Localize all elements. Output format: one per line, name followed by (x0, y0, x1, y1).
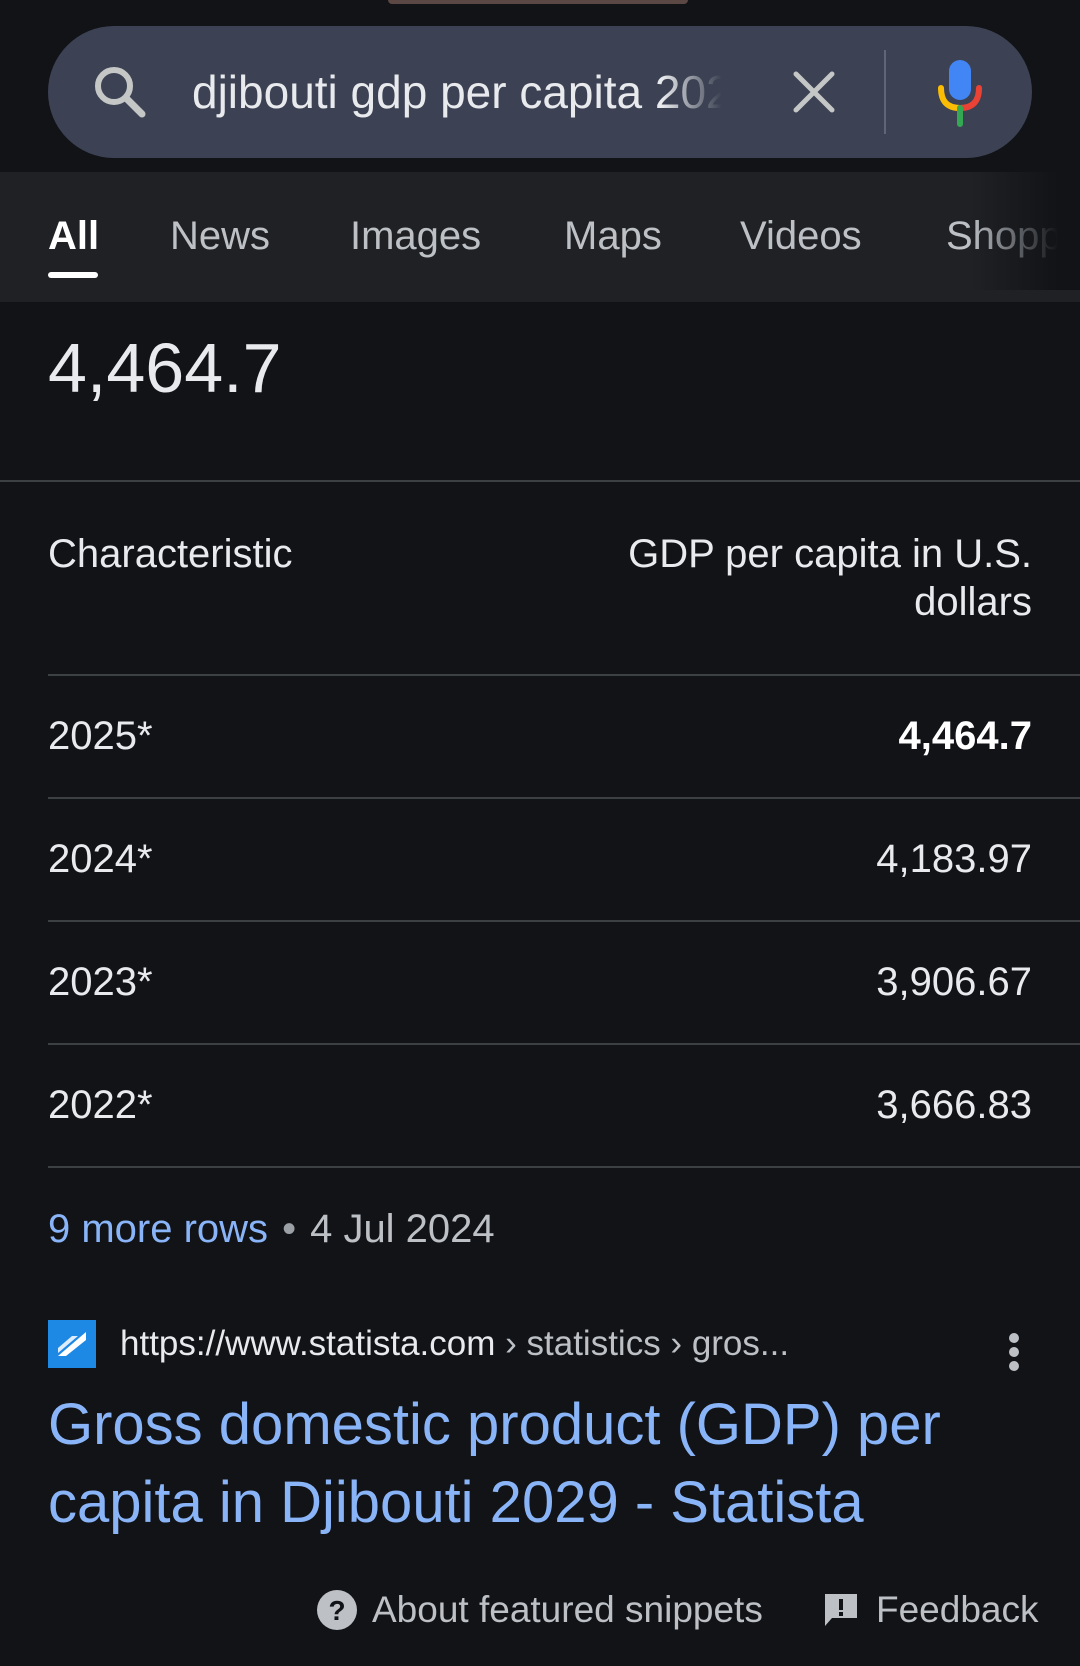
table-header-characteristic: Characteristic (48, 532, 293, 576)
result-url[interactable]: https://www.statista.com › statistics › … (120, 1320, 789, 1368)
table-row-value: 4,183.97 (876, 837, 1032, 881)
snippet-headline-value: 4,464.7 (48, 329, 282, 407)
feedback-icon (825, 1594, 857, 1626)
more-rows-link[interactable]: 9 more rows (48, 1207, 269, 1251)
table-row-value: 3,666.83 (876, 1083, 1032, 1127)
search-bar[interactable] (48, 26, 1032, 158)
divider (0, 480, 1080, 482)
statista-favicon-icon[interactable] (48, 1320, 96, 1368)
table-row-divider (48, 797, 1080, 799)
table-row-year: 2025* (48, 714, 153, 758)
search-query: djibouti gdp per capita 2025 (192, 66, 732, 118)
search-input[interactable]: djibouti gdp per capita 2025 (192, 62, 732, 122)
about-featured-snippets-label: About featured snippets (372, 1589, 763, 1630)
result-title-link[interactable]: Gross domestic product (GDP) per capita … (48, 1392, 941, 1535)
help-icon: ? (317, 1590, 357, 1630)
result-breadcrumb: › statistics › gros... (505, 1324, 790, 1363)
table-row-value: 3,906.67 (876, 960, 1032, 1004)
tab-news[interactable]: News (170, 214, 271, 258)
table-row-divider (48, 1166, 1080, 1168)
table-row-year: 2022* (48, 1083, 153, 1127)
table-row-divider (48, 1043, 1080, 1045)
search-icon[interactable] (90, 62, 150, 122)
result-domain: https://www.statista.com (120, 1324, 496, 1363)
feedback-label: Feedback (876, 1589, 1039, 1630)
more-vert-icon[interactable] (1000, 1330, 1028, 1374)
table-row-year: 2023* (48, 960, 153, 1004)
tab-active-indicator (48, 272, 98, 278)
table-header-gdp: GDP per capita in U.S. dollars (628, 532, 1032, 624)
table-row-value: 4,464.7 (898, 714, 1032, 758)
tabs-fade (970, 172, 1080, 290)
table-row-year: 2024* (48, 837, 153, 881)
table-row-divider (48, 920, 1080, 922)
bullet-separator: • (282, 1207, 297, 1251)
snippet-date: 4 Jul 2024 (310, 1207, 495, 1251)
close-icon[interactable] (788, 66, 840, 118)
svg-text:?: ? (328, 1595, 345, 1626)
search-text-fade (662, 62, 732, 122)
more-rows-line: 9 more rows • 4 Jul 2024 (48, 1204, 495, 1254)
tab-videos[interactable]: Videos (740, 214, 862, 258)
mic-icon[interactable] (934, 56, 986, 128)
tab-all[interactable]: All (48, 214, 100, 258)
table-row-divider (48, 674, 1080, 676)
about-featured-snippets[interactable]: ? About featured snippets (316, 1585, 763, 1635)
image-sliver (388, 0, 688, 4)
search-divider (884, 50, 886, 134)
feedback-button[interactable]: Feedback (822, 1585, 1039, 1635)
tab-maps[interactable]: Maps (564, 214, 662, 258)
tab-images[interactable]: Images (350, 214, 482, 258)
search-tabs: All News Images Maps Videos Shopping (0, 172, 1080, 302)
